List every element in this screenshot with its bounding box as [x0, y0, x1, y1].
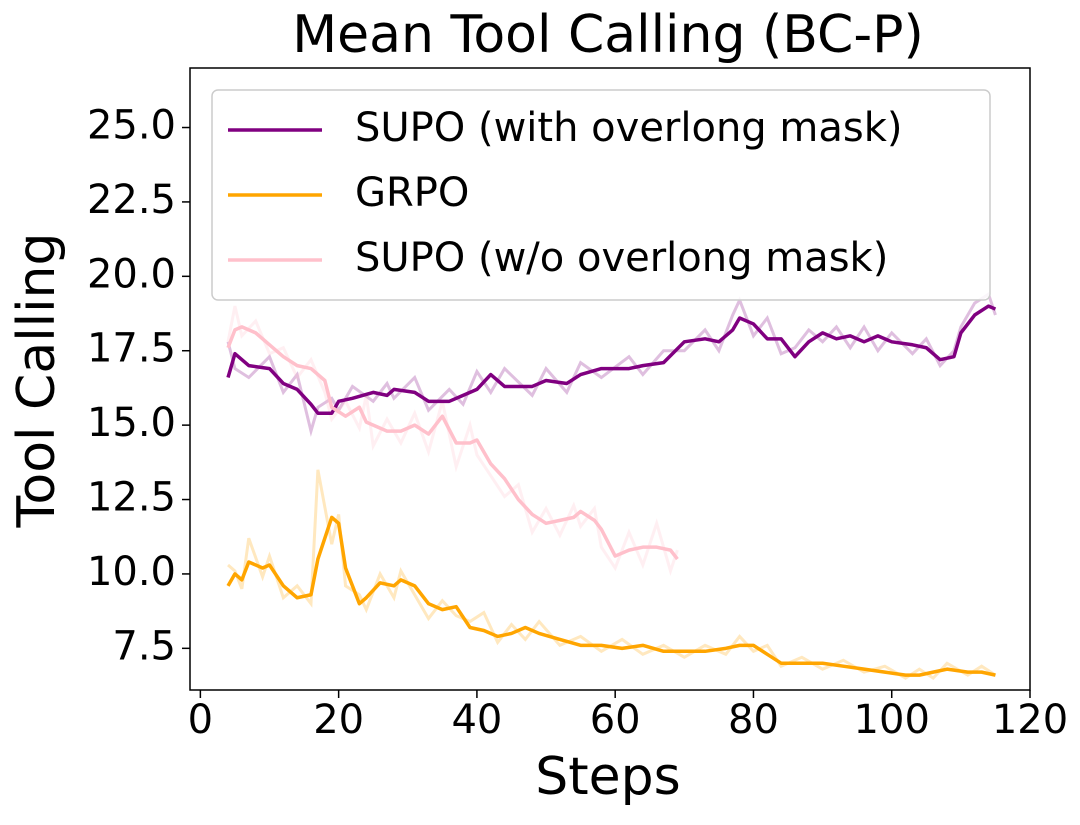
series-line	[226, 515, 996, 677]
x-tick-label: 40	[451, 697, 502, 743]
y-tick-label: 10.0	[87, 549, 176, 595]
y-tick-label: 25.0	[87, 103, 176, 149]
series-line	[226, 304, 997, 415]
x-axis-label: Steps	[535, 747, 681, 807]
y-tick-label: 22.5	[87, 177, 176, 223]
y-tick-label: 12.5	[87, 475, 176, 521]
y-tick-label: 20.0	[87, 251, 176, 297]
x-tick-label: 0	[188, 697, 213, 743]
x-tick-label: 60	[590, 697, 641, 743]
legend-box	[211, 89, 991, 301]
y-tick-label: 7.5	[112, 623, 176, 669]
raw-line	[226, 305, 679, 577]
x-tick-label: 20	[313, 697, 364, 743]
y-axis-label: Tool Calling	[7, 232, 67, 528]
legend-label: GRPO	[355, 170, 469, 216]
x-tick-label: 80	[728, 697, 779, 743]
x-tick-label: 100	[854, 697, 930, 743]
raw-line	[226, 291, 997, 437]
x-tick-label: 120	[992, 697, 1068, 743]
y-tick-label: 15.0	[87, 400, 176, 446]
raw-line	[227, 469, 997, 681]
chart-title: Mean Tool Calling (BC-P)	[292, 5, 924, 65]
legend-label: SUPO (with overlong mask)	[355, 105, 903, 151]
legend-label: SUPO (w/o overlong mask)	[355, 235, 888, 281]
series-line	[226, 325, 679, 561]
plot-frame	[189, 67, 1031, 691]
y-tick-label: 17.5	[87, 326, 176, 372]
